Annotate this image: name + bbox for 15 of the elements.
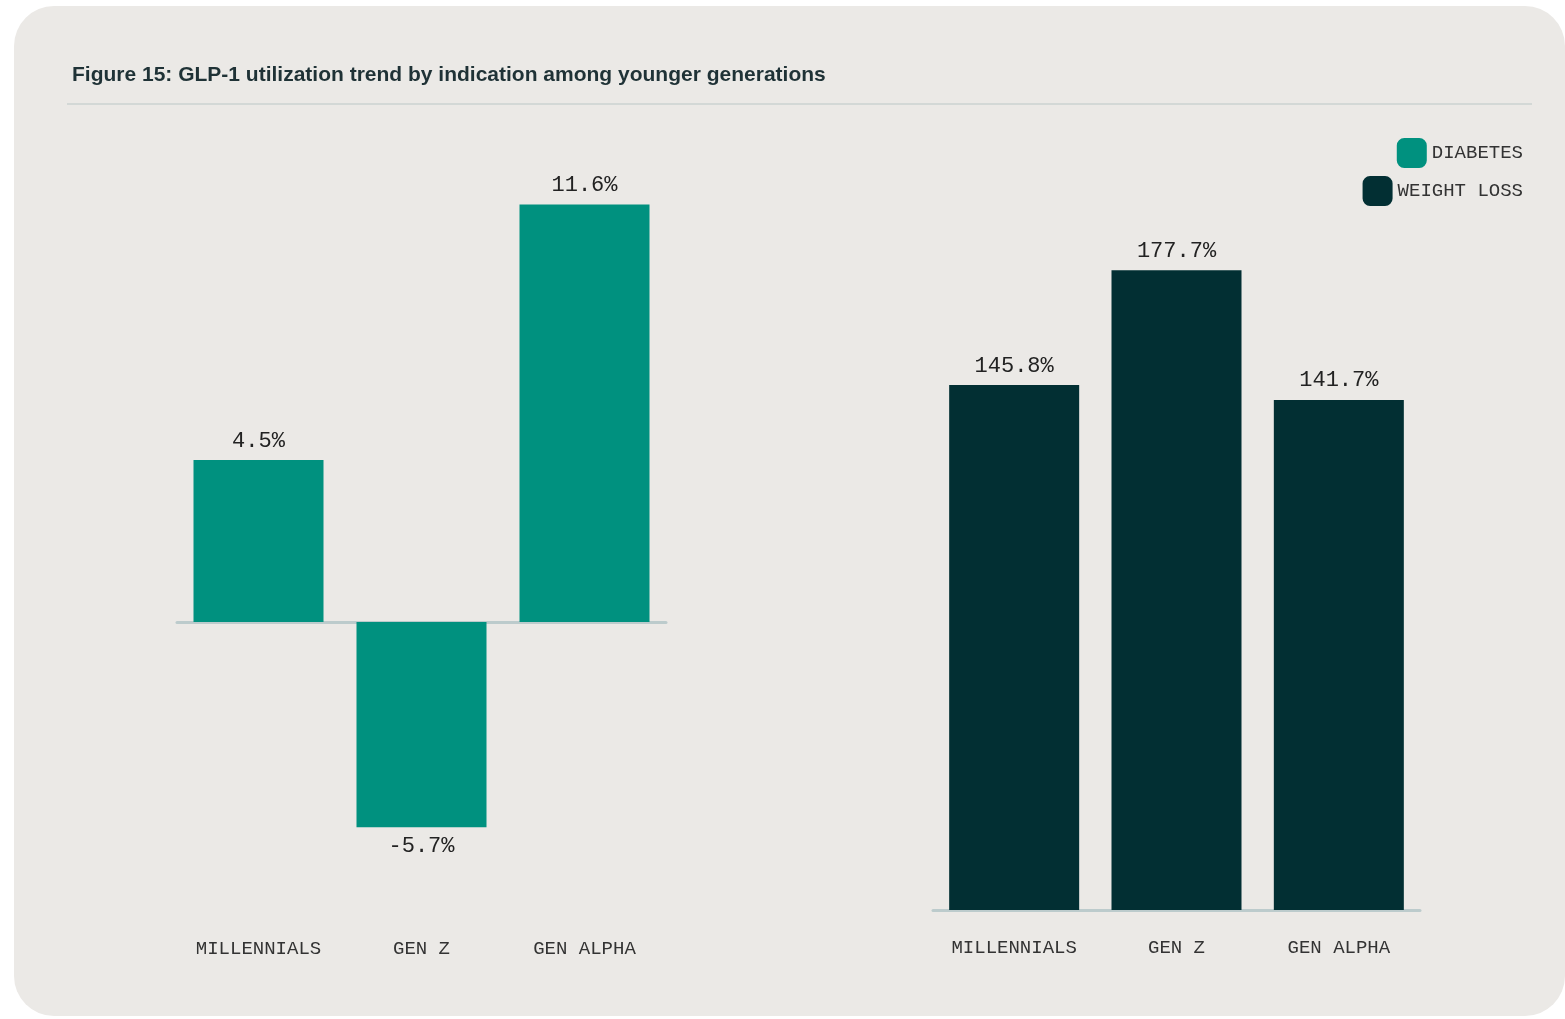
x-tick-label: GEN Z — [392, 937, 451, 960]
data-label: -5.7% — [388, 833, 456, 859]
x-tick-label: MILLENNIALS — [195, 937, 322, 960]
chart-title: Figure 15: GLP-1 utilization trend by indication among younger generations — [72, 62, 826, 85]
data-label: 177.7% — [1136, 238, 1217, 264]
data-label: 141.7% — [1299, 368, 1380, 394]
x-tick-label: GEN ALPHA — [533, 937, 637, 960]
legend-label: WEIGHT LOSS — [1397, 180, 1523, 202]
data-label: 145.8% — [974, 353, 1055, 379]
x-tick-label: MILLENNIALS — [951, 936, 1077, 959]
legend-label: DIABETES — [1431, 142, 1523, 164]
x-tick-label: GEN Z — [1147, 936, 1206, 959]
x-tick-label: GEN ALPHA — [1287, 936, 1391, 959]
data-label: 4.5% — [232, 428, 286, 454]
data-label: 11.6% — [551, 172, 619, 198]
